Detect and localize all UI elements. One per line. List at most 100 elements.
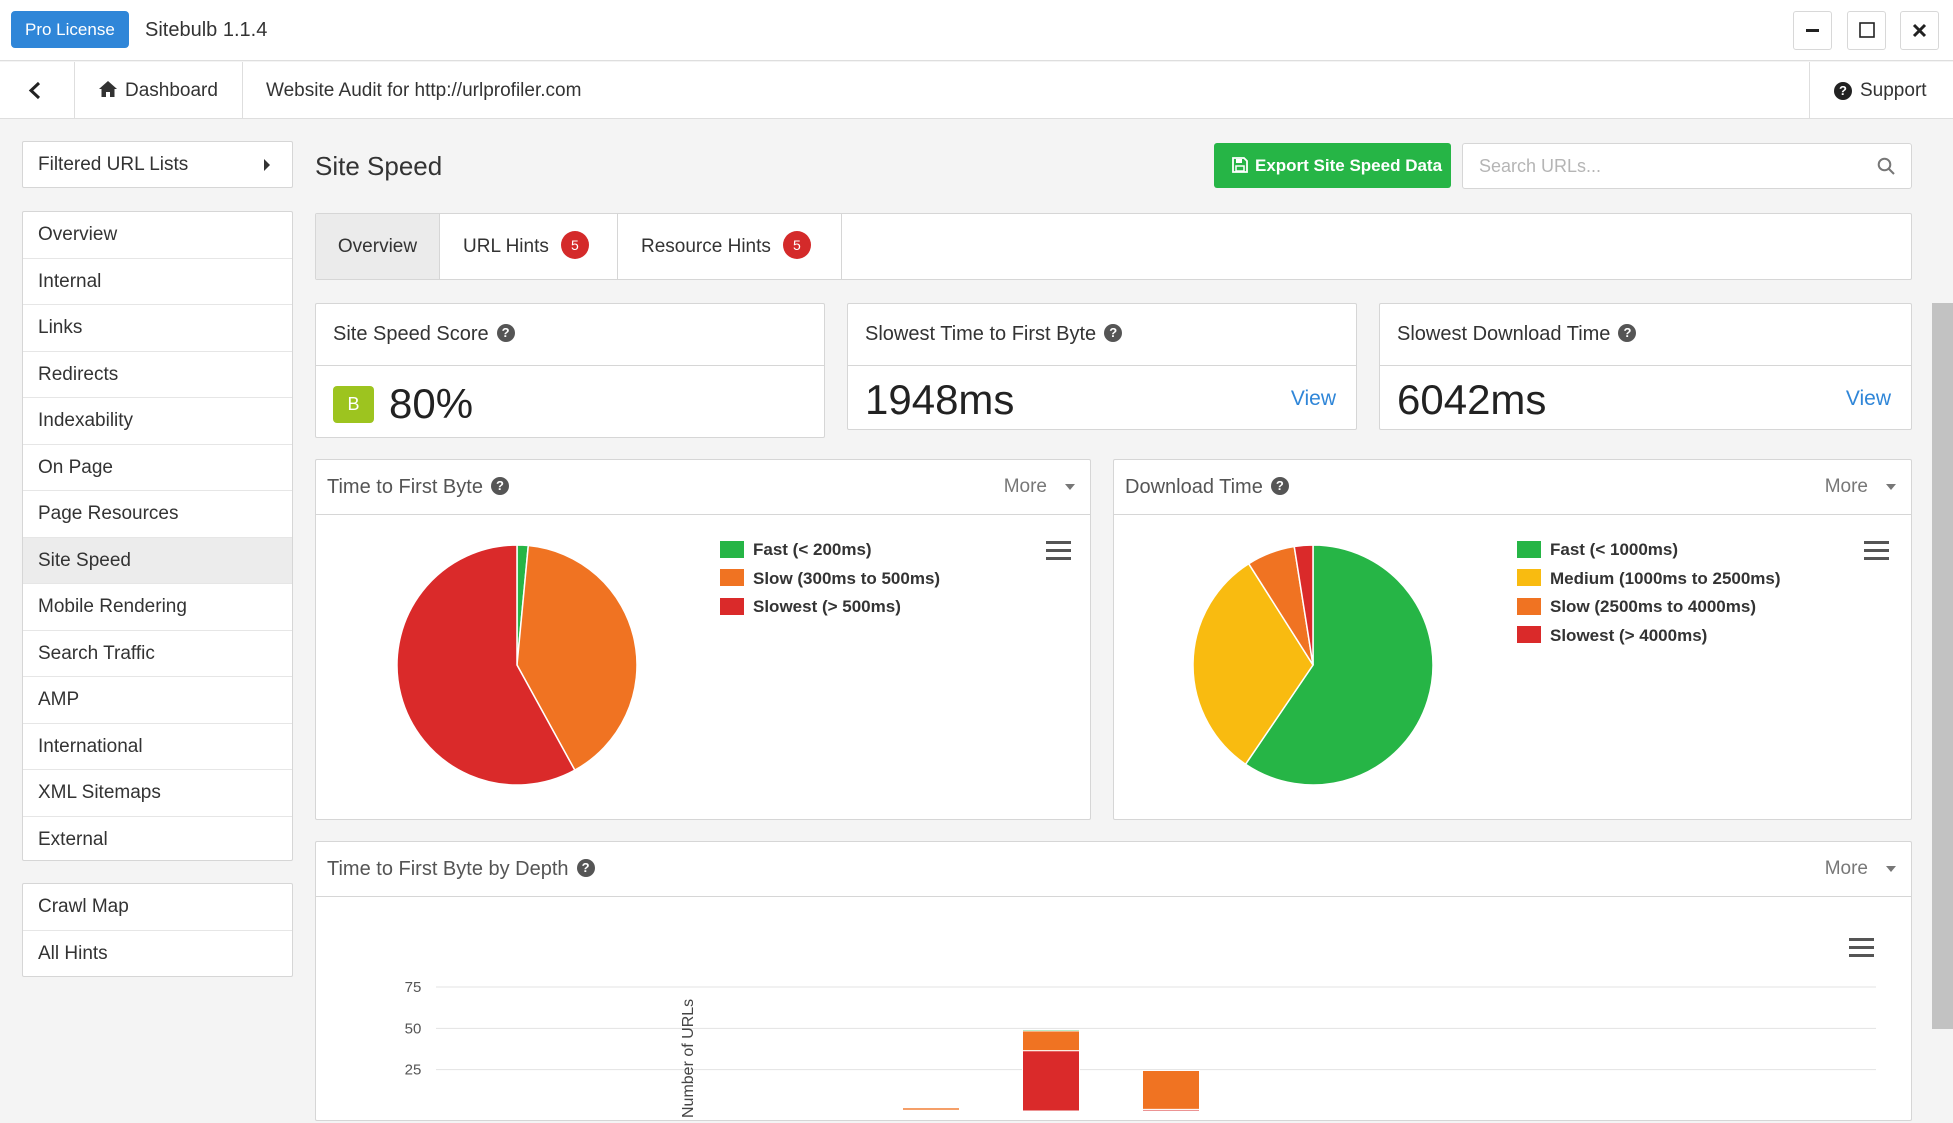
bar-segment[interactable] [1142, 1069, 1200, 1110]
sidebar-item-crawl-map[interactable]: Crawl Map [23, 884, 292, 931]
maximize-button[interactable] [1847, 11, 1886, 50]
sidebar-item-amp[interactable]: AMP [23, 677, 292, 724]
support-link[interactable]: ? Support [1834, 62, 1927, 119]
legend-item[interactable]: Fast (< 200ms) [720, 536, 940, 565]
legend-swatch [720, 540, 744, 558]
card-title: Slowest Download Time? [1397, 323, 1637, 346]
y-tick-label: 25 [405, 1062, 422, 1079]
bar-segment[interactable] [902, 1106, 960, 1109]
ttfb-by-depth-chart: 25 50 75 Number of URLs [405, 979, 1876, 1118]
minimize-button[interactable] [1793, 11, 1832, 50]
download-legend: Fast (< 1000ms) Medium (1000ms to 2500ms)… [1517, 536, 1781, 650]
more-dropdown[interactable]: More [1825, 858, 1896, 880]
legend-item[interactable]: Fast (< 1000ms) [1517, 536, 1781, 565]
legend-item[interactable]: Slowest (> 500ms) [720, 593, 940, 622]
license-badge[interactable]: Pro License [11, 11, 129, 48]
legend-label: Slowest (> 500ms) [753, 597, 901, 616]
chart-menu-icon[interactable] [1849, 938, 1874, 957]
chart-menu-icon[interactable] [1864, 541, 1889, 560]
help-icon[interactable]: ? [1270, 477, 1289, 496]
tab-resource-hints[interactable]: Resource Hints 5 [618, 214, 842, 279]
chart-menu-icon[interactable] [1046, 541, 1071, 560]
search-input[interactable] [1479, 144, 1859, 188]
bar-segment[interactable] [1022, 1050, 1080, 1112]
legend-item[interactable]: Slowest (> 4000ms) [1517, 622, 1781, 651]
page-title: Site Speed [315, 151, 443, 181]
back-button[interactable] [0, 62, 74, 119]
pie-slice[interactable] [1293, 544, 1314, 666]
chevron-left-icon [28, 81, 41, 100]
sidebar-item-external[interactable]: External [38, 828, 108, 850]
legend-label: Slowest (> 4000ms) [1550, 625, 1708, 645]
download-pie [1192, 544, 1434, 786]
sidebar-item-indexability[interactable]: Indexability [23, 398, 292, 445]
close-button[interactable] [1900, 11, 1939, 50]
legend-label: Slow (300ms to 500ms) [753, 568, 941, 588]
search-box[interactable] [1462, 143, 1912, 189]
bar-segment[interactable] [1022, 1028, 1080, 1032]
y-tick-label: 50 [405, 1020, 422, 1037]
sidebar-item-overview[interactable]: Overview [23, 212, 292, 259]
tab-url-hints[interactable]: URL Hints 5 [440, 214, 618, 279]
app-title: Sitebulb 1.1.4 [145, 19, 268, 41]
count-badge: 5 [782, 231, 811, 260]
help-icon[interactable]: ? [576, 859, 595, 878]
sidebar-item-redirects[interactable]: Redirects [23, 352, 292, 398]
search-icon[interactable] [1877, 157, 1895, 175]
legend-label: Slow (2500ms to 4000ms) [1550, 597, 1756, 616]
legend-swatch [1517, 569, 1541, 587]
pie-slice[interactable] [516, 544, 638, 772]
filtered-url-lists-dropdown[interactable]: Filtered URL Lists [22, 141, 293, 188]
legend-swatch [1517, 626, 1541, 644]
card-title: Slowest Time to First Byte? [865, 323, 1123, 346]
sidebar-item-on-page[interactable]: On Page [23, 445, 292, 491]
scrollbar-thumb[interactable] [1932, 303, 1953, 1029]
legend-swatch [1517, 597, 1541, 615]
tab-label: URL Hints [463, 236, 549, 257]
slowest-ttfb-card: Slowest Time to First Byte? 1948ms View [847, 303, 1357, 430]
legend-swatch [720, 569, 744, 587]
close-icon [1912, 23, 1927, 38]
sidebar-item-page-resources[interactable]: Page Resources [23, 491, 292, 538]
more-dropdown[interactable]: More [1004, 476, 1075, 498]
ttfb-view-link[interactable]: View [1290, 387, 1336, 410]
slowest-download-card: Slowest Download Time? 6042ms View [1379, 303, 1912, 430]
tab-label: Resource Hints [641, 236, 771, 257]
sidebar-item-international[interactable]: International [23, 724, 292, 770]
legend-item[interactable]: Slow (300ms to 500ms) [720, 565, 940, 594]
sidebar-item-internal[interactable]: Internal [23, 259, 292, 305]
pie-slice[interactable] [396, 544, 576, 786]
legend-item[interactable]: Medium (1000ms to 2500ms) [1517, 565, 1781, 594]
card-title: Download Time? [1125, 476, 1289, 499]
y-tick-label: 75 [405, 979, 422, 996]
export-site-speed-button[interactable]: Export Site Speed Data [1214, 143, 1451, 188]
sidebar-item-links[interactable]: Links [23, 305, 292, 352]
card-title: Time to First Byte by Depth? [327, 858, 595, 881]
title-bar: Pro License Sitebulb 1.1.4 [0, 0, 1953, 61]
more-dropdown[interactable]: More [1825, 476, 1896, 498]
pie-slice[interactable] [1244, 544, 1434, 786]
help-icon[interactable]: ? [496, 324, 515, 343]
help-icon[interactable]: ? [490, 477, 509, 496]
sidebar-item-site-speed[interactable]: Site Speed [23, 537, 292, 584]
maximize-icon [1859, 22, 1875, 38]
sidebar-item-all-hints[interactable]: All Hints [38, 942, 108, 964]
pie-slice[interactable] [1192, 562, 1314, 766]
download-view-link[interactable]: View [1845, 387, 1891, 410]
sidebar-item-search-traffic[interactable]: Search Traffic [23, 631, 292, 677]
legend-label: Fast (< 200ms) [753, 540, 872, 559]
dashboard-link[interactable]: Dashboard [98, 62, 218, 119]
sidebar-item-mobile-rendering[interactable]: Mobile Rendering [23, 584, 292, 631]
help-icon[interactable]: ? [1104, 324, 1123, 343]
question-icon: ? [1834, 81, 1852, 100]
export-label: Export Site Speed Data [1255, 156, 1443, 175]
bar-segment[interactable] [1022, 1030, 1080, 1052]
caret-right-icon [264, 159, 270, 171]
help-icon[interactable]: ? [1618, 324, 1637, 343]
audit-breadcrumb: Website Audit for http://urlprofiler.com [266, 80, 582, 101]
caret-down-icon [1886, 865, 1896, 872]
sidebar-item-xml-sitemaps[interactable]: XML Sitemaps [23, 770, 292, 817]
tab-overview[interactable]: Overview [316, 214, 440, 279]
legend-label: Fast (< 1000ms) [1550, 540, 1679, 559]
legend-item[interactable]: Slow (2500ms to 4000ms) [1517, 593, 1781, 622]
